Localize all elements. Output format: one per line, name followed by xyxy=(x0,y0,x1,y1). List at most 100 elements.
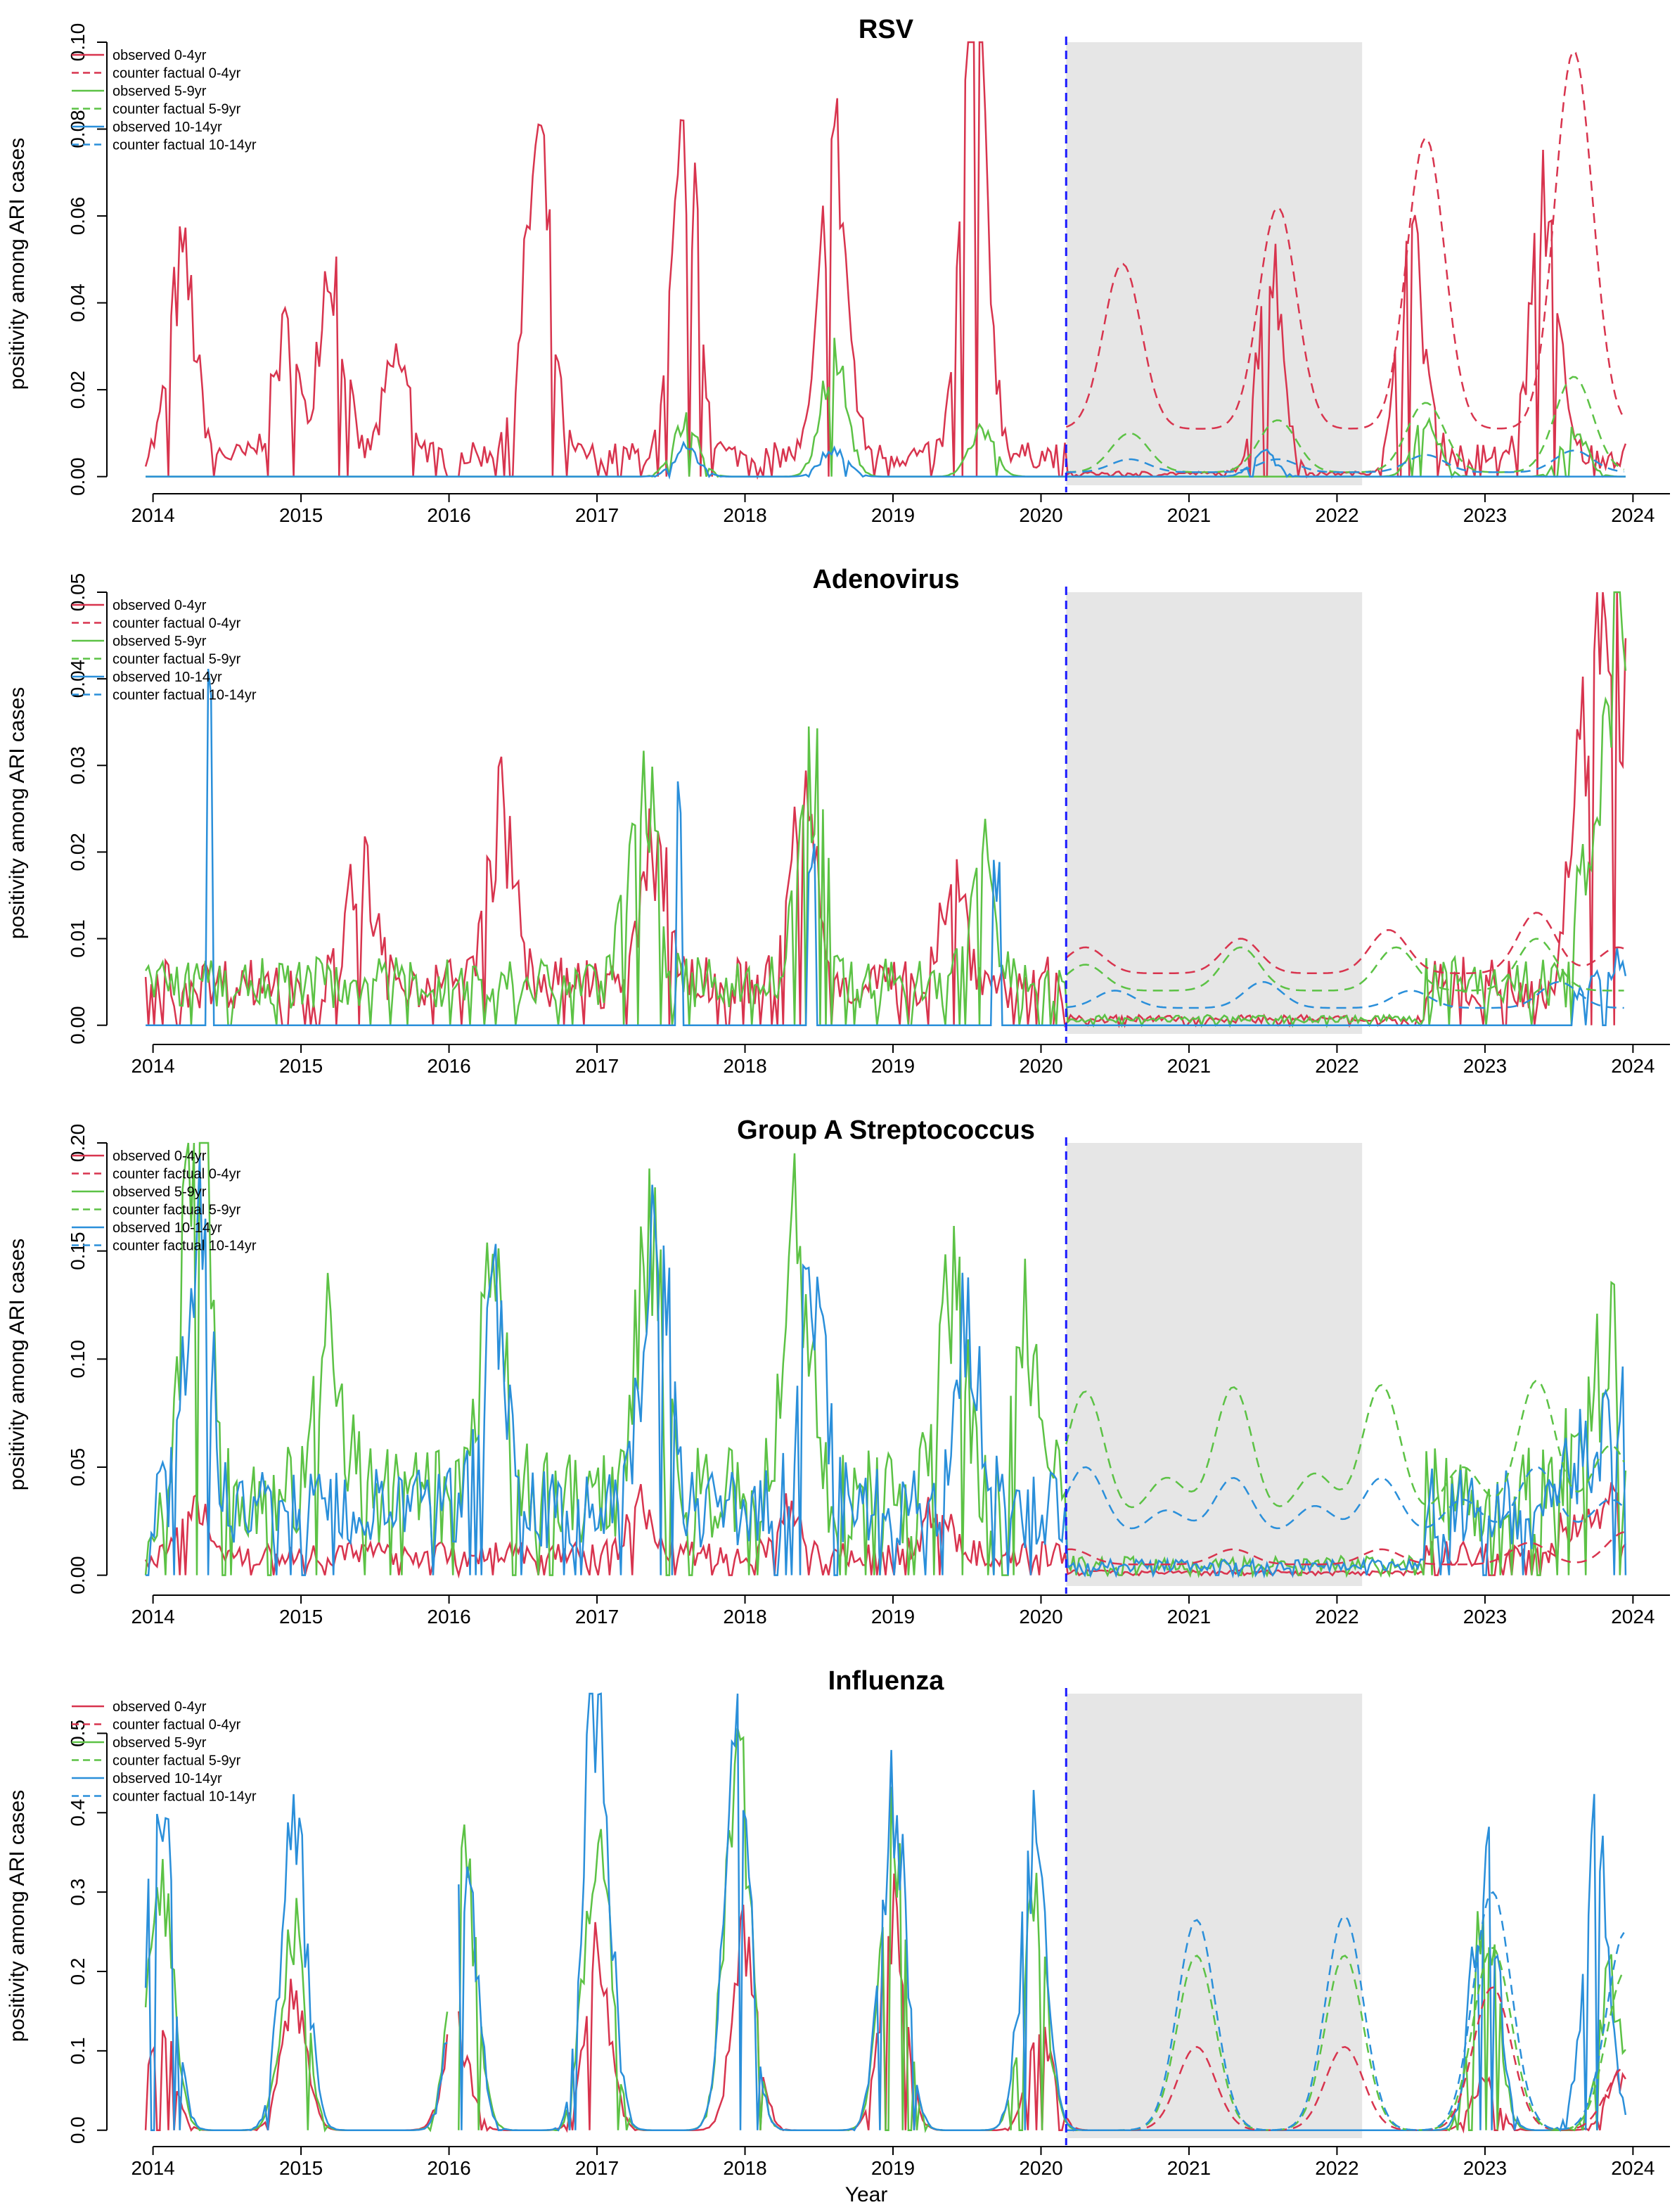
x-tick-label: 2023 xyxy=(1463,504,1507,526)
x-tick-label: 2014 xyxy=(131,2157,174,2179)
x-tick-label: 2024 xyxy=(1611,1055,1654,1077)
x-tick-label: 2016 xyxy=(427,1606,470,1628)
series-counterfactual-2 xyxy=(1066,1891,1625,2131)
x-tick-label: 2017 xyxy=(575,504,619,526)
x-tick-label: 2022 xyxy=(1315,2157,1358,2179)
panel-title: RSV xyxy=(859,15,914,44)
series-counterfactual-1 xyxy=(1065,1379,1625,1509)
legend-label: counter factual 0-4yr xyxy=(113,66,241,82)
y-axis-label: positivity among ARI cases xyxy=(6,687,29,940)
legend-label: observed 10-14yr xyxy=(113,120,222,135)
legend-label: counter factual 10-14yr xyxy=(113,1239,257,1254)
y-axis-label: positivity among ARI cases xyxy=(6,1790,29,2042)
x-tick-label: 2022 xyxy=(1315,1606,1358,1628)
x-tick-label: 2022 xyxy=(1315,1055,1358,1077)
x-tick-label: 2016 xyxy=(427,504,470,526)
x-tick-label: 2022 xyxy=(1315,504,1358,526)
legend-label: counter factual 5-9yr xyxy=(113,102,241,117)
panel-title: Adenovirus xyxy=(812,565,959,594)
x-tick-label: 2023 xyxy=(1463,1606,1507,1628)
y-axis-label: positivity among ARI cases xyxy=(6,1239,29,1491)
x-tick-label: 2021 xyxy=(1167,504,1211,526)
x-tick-label: 2018 xyxy=(723,504,766,526)
x-tick-label: 2015 xyxy=(279,2157,323,2179)
y-tick-label: 0.00 xyxy=(67,1556,89,1594)
series-counterfactual-0 xyxy=(1065,912,1624,975)
x-tick-label: 2024 xyxy=(1611,504,1654,526)
series-observed-0 xyxy=(144,592,1627,1028)
legend-label: observed 5-9yr xyxy=(113,634,207,649)
y-tick-label: 0.05 xyxy=(67,1448,89,1487)
series-observed-0 xyxy=(144,41,1627,480)
y-tick-label: 0.3 xyxy=(67,1879,89,1906)
legend-label: counter factual 0-4yr xyxy=(113,616,241,632)
y-tick-label: 0.06 xyxy=(67,197,89,236)
legend-label: observed 10-14yr xyxy=(113,1771,222,1786)
x-tick-label: 2016 xyxy=(427,2157,470,2179)
y-tick-label: 0.10 xyxy=(67,1340,89,1379)
y-tick-label: 0.02 xyxy=(67,371,89,409)
x-tick-label: 2020 xyxy=(1019,504,1062,526)
series-observed-2 xyxy=(144,1692,1627,2132)
y-tick-label: 0.08 xyxy=(67,110,89,148)
series-counterfactual-1 xyxy=(1065,938,1624,992)
series-counterfactual-0 xyxy=(1065,50,1625,430)
series-counterfactual-0 xyxy=(1066,1986,1625,2131)
x-tick-label: 2015 xyxy=(279,504,323,526)
legend-label: counter factual 10-14yr xyxy=(113,688,257,703)
x-tick-label: 2024 xyxy=(1611,2157,1654,2179)
series-counterfactual-1 xyxy=(1066,1946,1625,2131)
legend-label: observed 0-4yr xyxy=(113,48,207,63)
x-tick-label: 2021 xyxy=(1167,1606,1211,1628)
y-tick-label: 0.00 xyxy=(67,457,89,496)
shaded-region xyxy=(1066,1143,1363,1586)
x-tick-label: 2023 xyxy=(1463,2157,1507,2179)
y-tick-label: 0.02 xyxy=(67,833,89,871)
series-observed-1 xyxy=(144,1727,1626,2133)
x-tick-label: 2014 xyxy=(131,504,174,526)
legend-label: observed 0-4yr xyxy=(113,1699,207,1715)
legend-label: counter factual 10-14yr xyxy=(113,138,257,153)
x-tick-label: 2015 xyxy=(279,1055,323,1077)
x-tick-label: 2019 xyxy=(871,1606,915,1628)
legend-label: observed 5-9yr xyxy=(113,1735,207,1751)
series-observed-2 xyxy=(146,440,1626,480)
x-tick-label: 2017 xyxy=(575,1055,619,1077)
legend-label: counter factual 5-9yr xyxy=(113,1203,241,1218)
legend-label: observed 0-4yr xyxy=(113,1149,207,1164)
x-tick-label: 2024 xyxy=(1611,1606,1654,1628)
panel-1: Adenovirus0.000.010.020.030.040.05positi… xyxy=(6,565,1670,1077)
y-tick-label: 0.0 xyxy=(67,2116,89,2144)
series-observed-1 xyxy=(144,1142,1627,1579)
y-tick-label: 0.00 xyxy=(67,1006,89,1044)
series-counterfactual-2 xyxy=(1066,980,1624,1009)
y-tick-label: 0.01 xyxy=(67,919,89,958)
y-tick-label: 0.03 xyxy=(67,746,89,785)
panel-title: Influenza xyxy=(828,1666,945,1696)
x-tick-label: 2020 xyxy=(1019,2157,1062,2179)
legend-label: observed 5-9yr xyxy=(113,1184,207,1200)
series-observed-2 xyxy=(146,668,1627,1026)
series-counterfactual-2 xyxy=(1065,1466,1625,1530)
panel-2: Group A Streptococcus0.000.050.100.150.2… xyxy=(6,1115,1670,1628)
legend-label: counter factual 10-14yr xyxy=(113,1789,257,1805)
panel-title: Group A Streptococcus xyxy=(737,1115,1035,1145)
x-tick-label: 2016 xyxy=(427,1055,470,1077)
x-tick-label: 2020 xyxy=(1019,1606,1062,1628)
legend-label: counter factual 0-4yr xyxy=(113,1718,241,1733)
x-tick-label: 2020 xyxy=(1019,1055,1062,1077)
x-tick-label: 2015 xyxy=(279,1606,323,1628)
series-observed-2 xyxy=(146,1156,1627,1579)
x-axis-label: Year xyxy=(845,2183,888,2206)
x-tick-label: 2017 xyxy=(575,2157,619,2179)
series-counterfactual-1 xyxy=(1066,376,1625,473)
x-tick-label: 2021 xyxy=(1167,2157,1211,2179)
x-tick-label: 2018 xyxy=(723,1055,766,1077)
x-tick-label: 2019 xyxy=(871,1055,915,1077)
x-tick-label: 2014 xyxy=(131,1055,174,1077)
x-tick-label: 2014 xyxy=(131,1606,174,1628)
x-tick-label: 2018 xyxy=(723,2157,766,2179)
